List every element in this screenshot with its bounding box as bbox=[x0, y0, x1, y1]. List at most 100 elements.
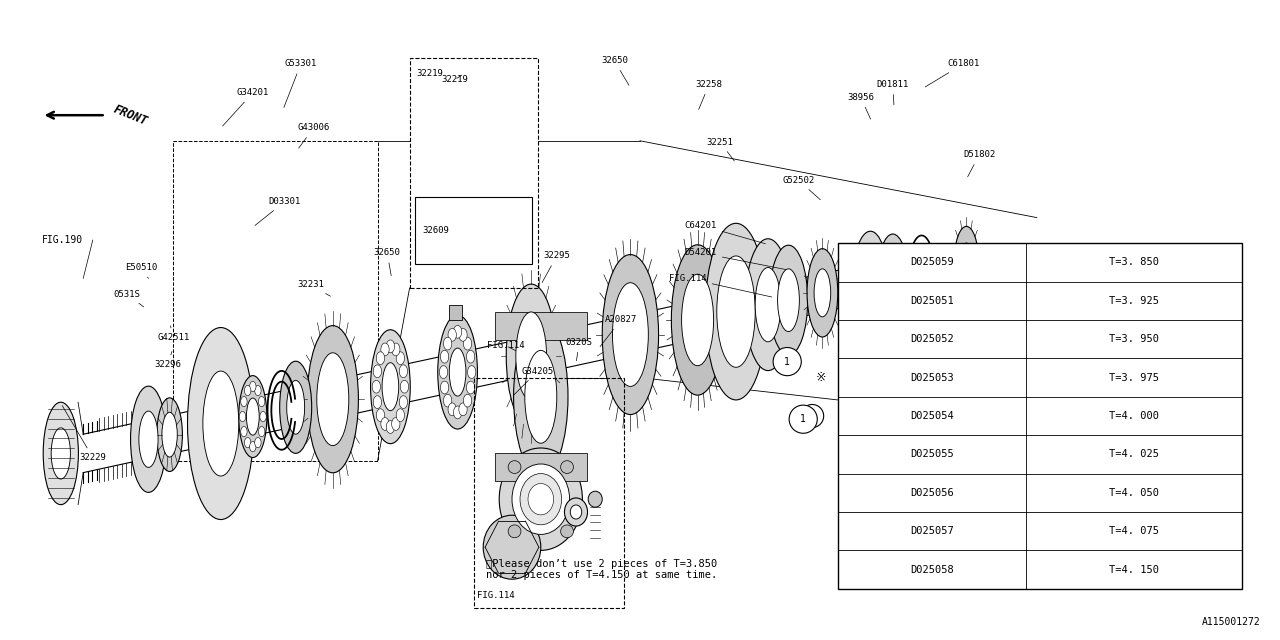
Circle shape bbox=[561, 525, 573, 538]
Ellipse shape bbox=[525, 351, 557, 444]
Ellipse shape bbox=[387, 420, 394, 433]
Text: D025052: D025052 bbox=[910, 334, 954, 344]
Ellipse shape bbox=[316, 353, 348, 445]
Text: T=4. 075: T=4. 075 bbox=[1108, 526, 1158, 536]
Text: 32295: 32295 bbox=[543, 252, 570, 282]
Text: G43006: G43006 bbox=[297, 124, 330, 148]
Text: G42511: G42511 bbox=[157, 326, 191, 342]
Ellipse shape bbox=[44, 402, 78, 504]
Ellipse shape bbox=[187, 328, 253, 520]
FancyBboxPatch shape bbox=[494, 312, 586, 340]
Text: G34205: G34205 bbox=[515, 367, 554, 395]
Ellipse shape bbox=[960, 243, 973, 280]
Ellipse shape bbox=[372, 380, 380, 393]
Text: ※Please don’t use 2 pieces of T=3.850
nor 2 pieces of T=4.150 at same time.: ※Please don’t use 2 pieces of T=3.850 no… bbox=[486, 559, 718, 580]
Text: 32609: 32609 bbox=[422, 226, 449, 235]
Ellipse shape bbox=[682, 274, 714, 365]
Text: D025055: D025055 bbox=[910, 449, 954, 460]
Text: G34201: G34201 bbox=[223, 88, 269, 126]
Ellipse shape bbox=[520, 474, 562, 525]
Ellipse shape bbox=[202, 371, 238, 476]
Text: 32219: 32219 bbox=[416, 69, 443, 78]
Text: 32296: 32296 bbox=[155, 351, 180, 369]
Text: D51802: D51802 bbox=[963, 150, 996, 177]
Ellipse shape bbox=[280, 361, 312, 453]
Ellipse shape bbox=[246, 398, 259, 435]
Text: T=4. 050: T=4. 050 bbox=[1108, 488, 1158, 498]
Ellipse shape bbox=[589, 492, 603, 507]
Ellipse shape bbox=[399, 396, 407, 408]
Ellipse shape bbox=[955, 227, 978, 297]
Ellipse shape bbox=[516, 312, 547, 400]
Circle shape bbox=[773, 348, 801, 376]
Ellipse shape bbox=[401, 380, 408, 393]
Ellipse shape bbox=[808, 249, 838, 337]
Text: T=3. 925: T=3. 925 bbox=[1108, 296, 1158, 306]
Ellipse shape bbox=[878, 234, 909, 321]
Ellipse shape bbox=[814, 269, 831, 317]
Text: D54201: D54201 bbox=[685, 248, 786, 269]
Text: FIG.114: FIG.114 bbox=[477, 591, 515, 600]
Ellipse shape bbox=[250, 442, 256, 452]
Ellipse shape bbox=[852, 231, 888, 333]
Ellipse shape bbox=[387, 340, 394, 353]
Text: 32258: 32258 bbox=[696, 80, 722, 109]
Text: D025058: D025058 bbox=[910, 564, 954, 575]
Text: 32650: 32650 bbox=[374, 248, 401, 276]
Ellipse shape bbox=[239, 376, 268, 458]
Ellipse shape bbox=[466, 350, 475, 363]
Ellipse shape bbox=[484, 515, 540, 579]
Ellipse shape bbox=[241, 396, 247, 406]
Ellipse shape bbox=[672, 244, 724, 395]
Ellipse shape bbox=[458, 328, 467, 341]
Ellipse shape bbox=[449, 348, 466, 396]
Text: D01811: D01811 bbox=[877, 80, 909, 105]
FancyBboxPatch shape bbox=[494, 453, 586, 481]
Text: T=3. 850: T=3. 850 bbox=[1108, 257, 1158, 268]
Ellipse shape bbox=[506, 284, 556, 428]
Text: D025056: D025056 bbox=[910, 488, 954, 498]
Ellipse shape bbox=[381, 417, 389, 430]
Ellipse shape bbox=[397, 409, 404, 422]
Ellipse shape bbox=[255, 438, 261, 448]
Text: D025051: D025051 bbox=[910, 296, 954, 306]
Ellipse shape bbox=[467, 365, 476, 378]
Text: 32219: 32219 bbox=[442, 75, 467, 84]
Circle shape bbox=[508, 461, 521, 474]
Text: D025057: D025057 bbox=[910, 526, 954, 536]
Ellipse shape bbox=[250, 381, 256, 392]
Ellipse shape bbox=[260, 412, 266, 422]
Ellipse shape bbox=[244, 438, 251, 448]
Ellipse shape bbox=[307, 326, 358, 473]
Text: ※: ※ bbox=[815, 371, 827, 384]
Text: FIG.114: FIG.114 bbox=[669, 274, 772, 297]
Ellipse shape bbox=[259, 426, 265, 436]
Ellipse shape bbox=[371, 330, 410, 444]
Text: D025053: D025053 bbox=[910, 372, 954, 383]
Ellipse shape bbox=[392, 343, 399, 356]
Ellipse shape bbox=[564, 498, 588, 526]
Ellipse shape bbox=[51, 428, 70, 479]
Ellipse shape bbox=[603, 255, 658, 415]
Ellipse shape bbox=[529, 484, 553, 515]
Ellipse shape bbox=[755, 268, 781, 342]
Ellipse shape bbox=[140, 411, 159, 467]
Ellipse shape bbox=[861, 254, 881, 310]
Text: 1: 1 bbox=[800, 414, 806, 424]
Ellipse shape bbox=[513, 317, 568, 477]
Ellipse shape bbox=[769, 245, 808, 355]
Ellipse shape bbox=[440, 350, 449, 363]
Text: A115001272: A115001272 bbox=[1202, 617, 1261, 627]
Ellipse shape bbox=[448, 328, 457, 341]
Ellipse shape bbox=[381, 343, 389, 356]
Text: T=4. 150: T=4. 150 bbox=[1108, 564, 1158, 575]
Ellipse shape bbox=[374, 365, 381, 378]
Text: 32251: 32251 bbox=[707, 138, 735, 161]
Text: C64201: C64201 bbox=[685, 221, 765, 244]
Text: 38956: 38956 bbox=[847, 93, 874, 119]
Text: E50510: E50510 bbox=[124, 263, 157, 278]
Text: FRONT: FRONT bbox=[113, 102, 150, 128]
Circle shape bbox=[801, 404, 824, 428]
Text: 0531S: 0531S bbox=[114, 290, 143, 307]
Ellipse shape bbox=[131, 386, 166, 492]
